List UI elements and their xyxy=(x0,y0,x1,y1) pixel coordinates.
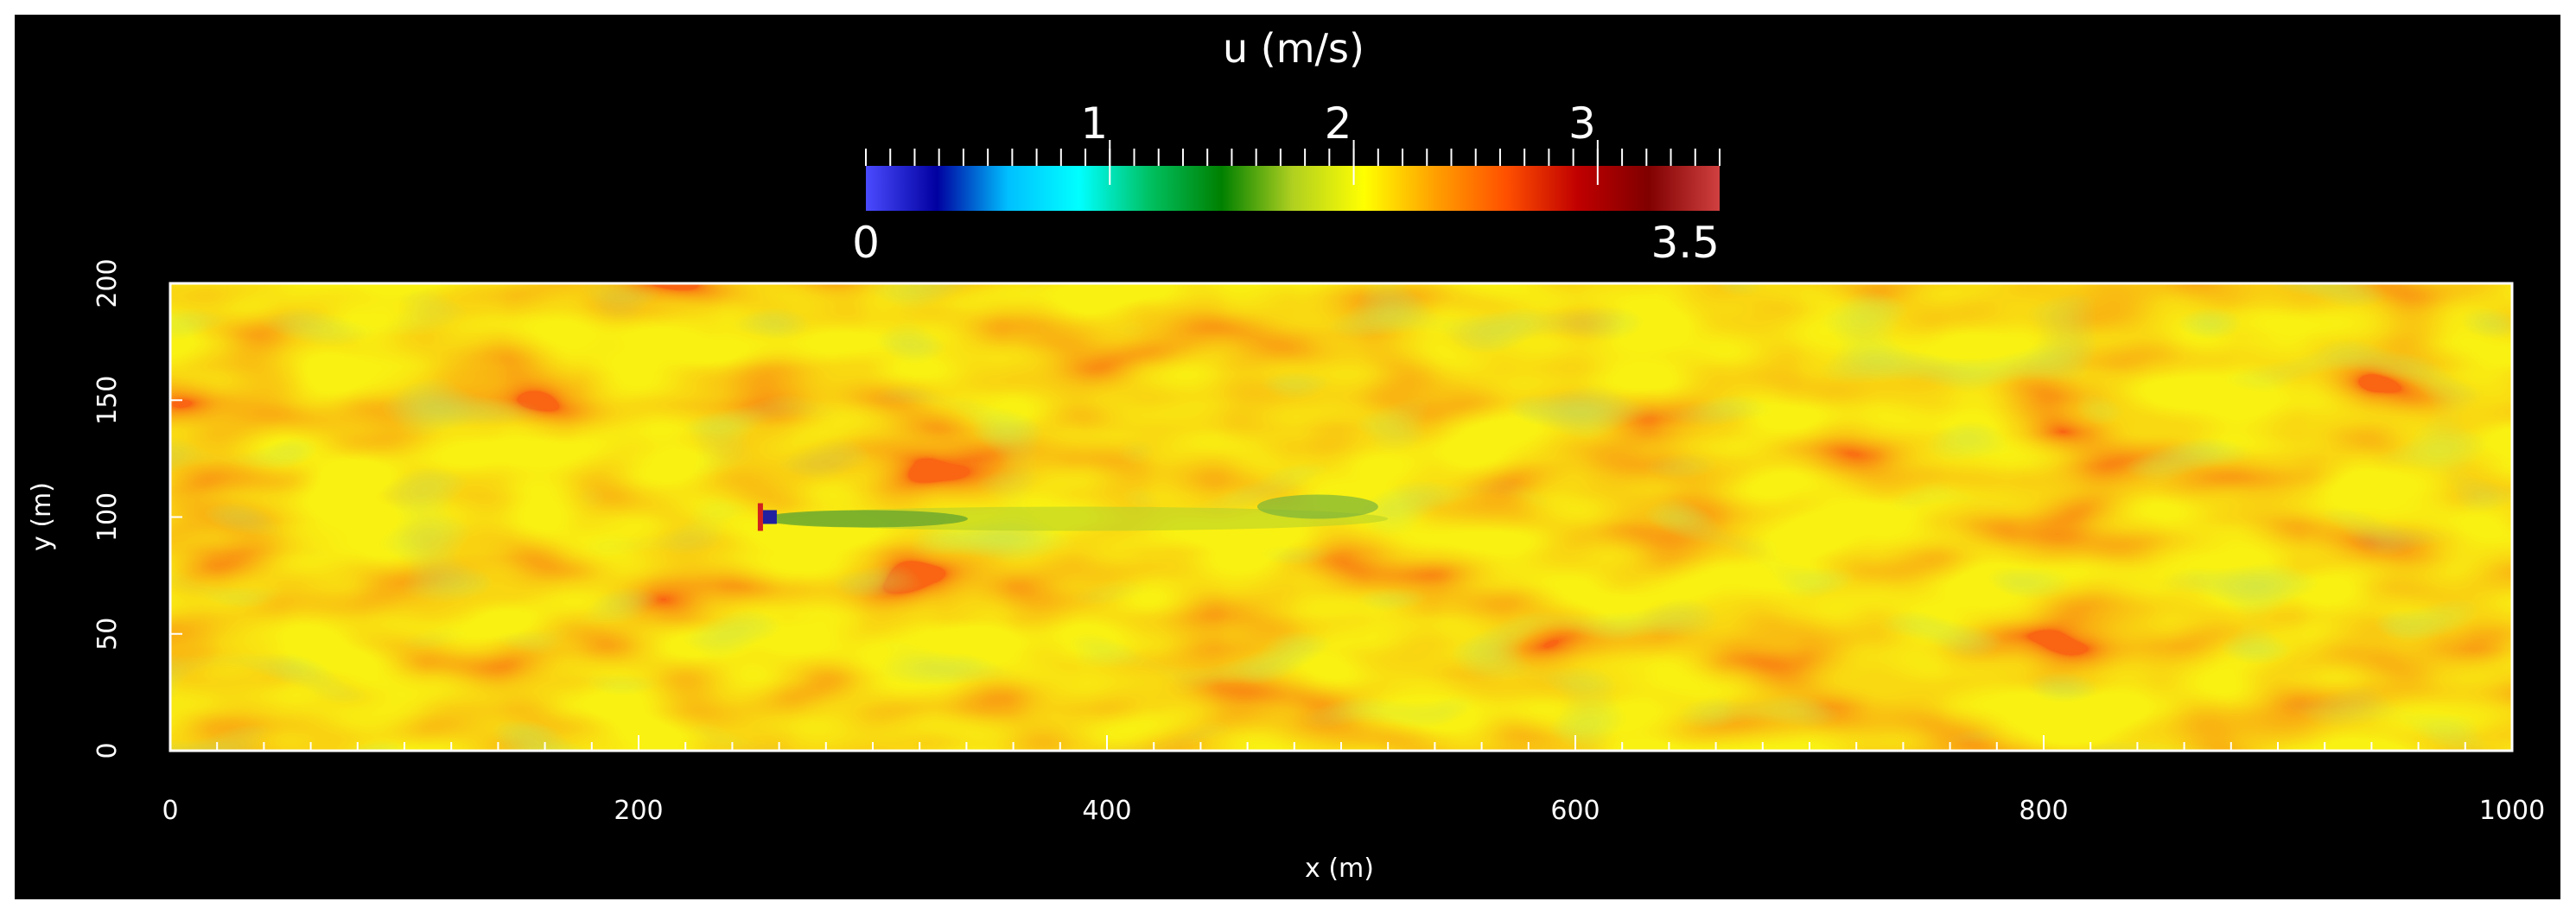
colorbar-title: u (m/s) xyxy=(1223,25,1364,72)
turbine-near-wake xyxy=(762,510,777,524)
x-tick-label: 400 xyxy=(1082,796,1131,826)
x-axis: 0 200 400 600 800 1000 xyxy=(162,735,2545,826)
x-tick-label: 600 xyxy=(1550,796,1600,826)
x-tick-label: 0 xyxy=(162,796,178,826)
colorbar: 1 2 3 0 3.5 xyxy=(852,98,1721,268)
turbine-wake xyxy=(757,494,1389,531)
x-tick-label: 200 xyxy=(614,796,663,826)
y-tick-label: 200 xyxy=(92,258,123,308)
y-axis-label: y (m) xyxy=(27,482,57,551)
colorbar-max-label: 3.5 xyxy=(1651,218,1720,268)
y-tick-label: 0 xyxy=(92,742,123,758)
y-tick-label: 50 xyxy=(92,618,123,651)
colorbar-tick-label: 3 xyxy=(1568,98,1596,149)
colorbar-tick-label: 2 xyxy=(1325,98,1352,149)
x-tick-label: 1000 xyxy=(2479,796,2545,826)
colorbar-tick-label: 1 xyxy=(1080,98,1108,149)
wake-eddy xyxy=(1256,494,1378,519)
y-axis: 0 50 100 150 200 xyxy=(92,258,182,759)
velocity-field xyxy=(170,283,2512,751)
colorbar-min-label: 0 xyxy=(852,218,880,268)
y-tick-label: 100 xyxy=(92,492,123,542)
y-tick-label: 150 xyxy=(92,376,123,425)
x-tick-label: 800 xyxy=(2019,796,2068,826)
colorbar-gradient xyxy=(866,166,1720,211)
turbine-rotor xyxy=(757,503,763,531)
x-axis-label: x (m) xyxy=(1305,854,1374,884)
wake-core xyxy=(760,510,968,528)
colorbar-tick-labels: 1 2 3 xyxy=(1080,98,1599,185)
colorbar-minor-ticks xyxy=(865,149,1721,166)
